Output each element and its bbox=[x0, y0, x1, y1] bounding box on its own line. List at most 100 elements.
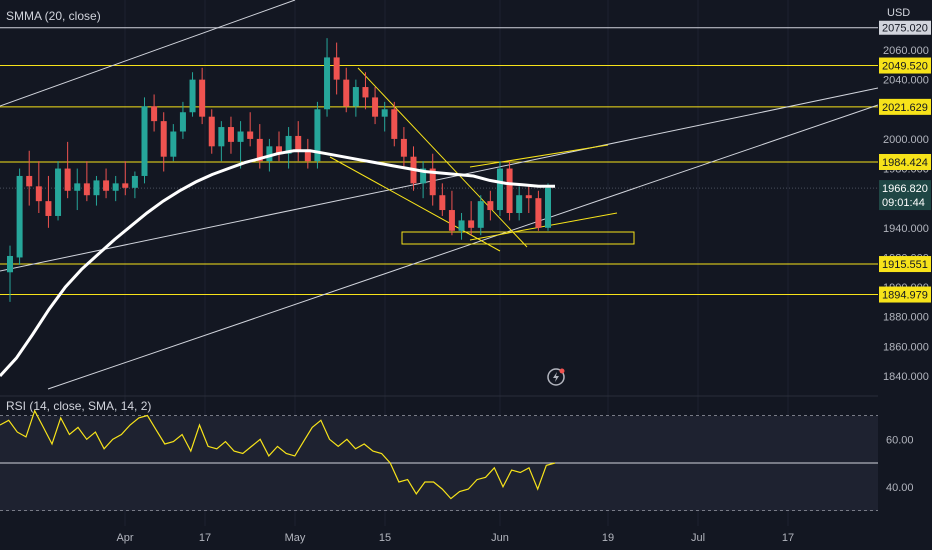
lightning-icon[interactable] bbox=[547, 368, 565, 386]
candle-body bbox=[545, 187, 551, 228]
candle-body bbox=[285, 135, 292, 154]
candle-body bbox=[477, 201, 484, 228]
support-box bbox=[401, 231, 635, 245]
time-axis[interactable] bbox=[0, 526, 878, 550]
level-badge-text: 1894.979 bbox=[882, 290, 928, 302]
countdown-text: 09:01:44 bbox=[882, 197, 925, 209]
candle-body bbox=[218, 127, 225, 147]
candle-body bbox=[122, 183, 129, 188]
candle-body bbox=[516, 195, 523, 213]
candle-body bbox=[333, 57, 340, 80]
candle-body bbox=[112, 183, 119, 191]
candle-body bbox=[372, 97, 379, 117]
candle-body bbox=[35, 186, 42, 202]
candle-body bbox=[276, 146, 282, 154]
candle-body bbox=[83, 183, 90, 196]
x-tick-label: Apr bbox=[116, 532, 133, 544]
smma-line bbox=[0, 149, 555, 378]
channel-lower bbox=[47, 104, 879, 390]
candle-body bbox=[26, 175, 33, 187]
candle-body bbox=[439, 195, 446, 211]
candle-body bbox=[237, 131, 244, 142]
candle-body bbox=[458, 220, 465, 231]
y-tick-label: 2040.000 bbox=[883, 75, 929, 87]
candle-body bbox=[381, 109, 388, 117]
x-tick-label: 15 bbox=[379, 532, 391, 544]
candle-body bbox=[227, 127, 234, 142]
candle-body bbox=[208, 116, 215, 147]
candle-body bbox=[352, 87, 359, 107]
price-badge-text: 1966.820 bbox=[882, 183, 928, 195]
level-badge bbox=[879, 256, 931, 273]
x-tick-label: Jul bbox=[691, 532, 705, 544]
y-tick-label: 1880.000 bbox=[883, 312, 929, 324]
candle-body bbox=[179, 112, 186, 132]
candle-body bbox=[189, 79, 196, 113]
candle-body bbox=[324, 57, 331, 110]
candle-body bbox=[314, 109, 321, 162]
y-tick-label: 1860.000 bbox=[883, 341, 929, 353]
candle-body bbox=[170, 131, 177, 157]
candle-body bbox=[256, 138, 263, 162]
candle-body bbox=[7, 255, 13, 273]
level-badge-text: 2075.020 bbox=[882, 23, 928, 35]
candle-body bbox=[304, 150, 311, 162]
candle-body bbox=[362, 87, 369, 98]
rsi-legend[interactable]: RSI (14, close, SMA, 14, 2) bbox=[6, 399, 152, 413]
y-tick-label: 2060.000 bbox=[883, 45, 929, 57]
price-axis[interactable] bbox=[878, 0, 932, 550]
level-badge bbox=[879, 57, 931, 74]
candle-body bbox=[468, 220, 475, 228]
rsi-tick-label: 60.00 bbox=[886, 434, 914, 446]
candle-body bbox=[64, 168, 71, 191]
candle-body bbox=[199, 79, 206, 117]
level-badge bbox=[879, 20, 931, 35]
level-badge-text: 1984.424 bbox=[882, 157, 928, 169]
candle-body bbox=[131, 175, 138, 188]
level-badge-text: 2021.629 bbox=[882, 102, 928, 114]
candle-body bbox=[506, 168, 513, 213]
candle-body bbox=[496, 168, 503, 211]
x-tick-label: 17 bbox=[199, 532, 211, 544]
candle-body bbox=[151, 106, 158, 122]
x-tick-label: 17 bbox=[782, 532, 794, 544]
level-badge bbox=[879, 286, 931, 303]
candle-body bbox=[295, 135, 302, 151]
level-badge bbox=[879, 98, 931, 115]
candle-body bbox=[55, 168, 62, 216]
y-tick-label: 1940.000 bbox=[883, 223, 929, 235]
axis-labels: 2060.0002040.0002020.0002000.0001980.000… bbox=[116, 20, 931, 544]
candle-body bbox=[74, 183, 81, 191]
channel-upper bbox=[0, 0, 296, 107]
rsi-tick-label: 40.00 bbox=[886, 482, 914, 494]
channel-mid bbox=[0, 87, 879, 272]
candle-body bbox=[160, 121, 167, 157]
smma-legend[interactable]: SMMA (20, close) bbox=[6, 9, 101, 23]
x-tick-label: May bbox=[285, 532, 306, 544]
wedge-line bbox=[469, 144, 609, 168]
y-tick-label: 1840.000 bbox=[883, 371, 929, 383]
candle-body bbox=[429, 168, 436, 196]
wedge-line bbox=[357, 67, 528, 248]
candle-body bbox=[141, 106, 148, 176]
candle-body bbox=[400, 138, 407, 157]
horizontal-levels bbox=[0, 27, 878, 296]
rsi-line bbox=[0, 409, 556, 500]
trend-drawings bbox=[0, 0, 879, 390]
candle-body bbox=[16, 175, 23, 258]
candle-body bbox=[535, 198, 542, 228]
level-badge bbox=[879, 153, 931, 170]
wedge-line bbox=[329, 156, 501, 252]
candle-body bbox=[343, 79, 350, 107]
candle-body bbox=[93, 180, 100, 196]
price-badge bbox=[879, 180, 931, 211]
x-tick-label: 19 bbox=[602, 532, 614, 544]
candle-body bbox=[247, 131, 254, 139]
level-badge-text: 1915.551 bbox=[882, 259, 928, 271]
candle-body bbox=[420, 168, 427, 184]
candle-body bbox=[45, 201, 52, 216]
wedge-line bbox=[469, 212, 618, 241]
candle-body bbox=[391, 109, 398, 139]
level-badge-text: 2049.520 bbox=[882, 61, 928, 73]
candle-body bbox=[448, 210, 455, 231]
